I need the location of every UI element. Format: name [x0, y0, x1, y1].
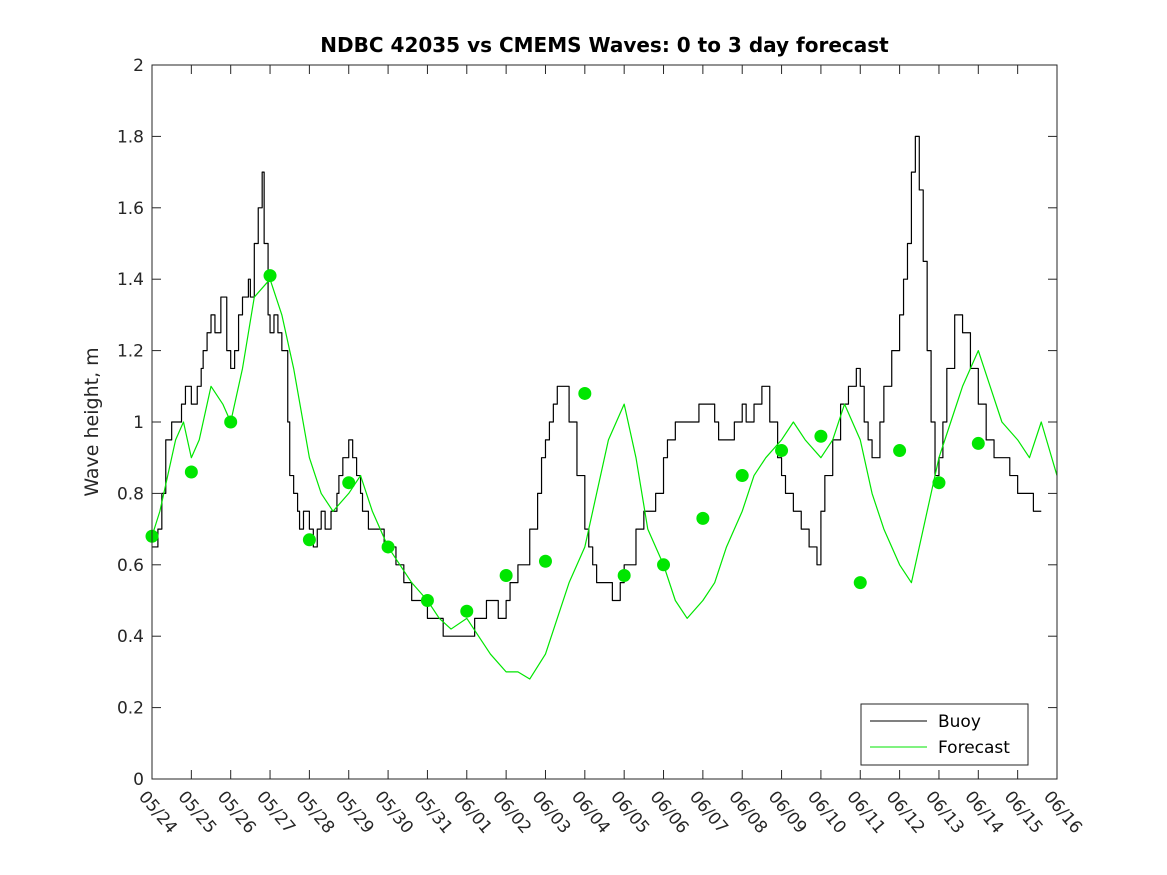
y-tick-label: 1.2 — [117, 342, 144, 362]
forecast-start-point — [263, 269, 277, 283]
legend-label-forecast: Forecast — [938, 738, 1010, 758]
chart-title: NDBC 42035 vs CMEMS Waves: 0 to 3 day fo… — [320, 33, 889, 57]
x-tick-label: 06/08 — [724, 787, 771, 837]
forecast-start-point — [499, 569, 513, 583]
forecast-start-point — [184, 465, 198, 479]
y-tick-label: 0.8 — [117, 484, 144, 504]
legend-label-buoy: Buoy — [938, 712, 981, 732]
x-tick-label: 06/10 — [803, 787, 850, 837]
forecast-start-point — [578, 386, 592, 400]
x-tick-label: 06/13 — [921, 787, 968, 837]
y-tick-label: 2 — [133, 56, 144, 76]
x-tick-label: 05/25 — [174, 787, 221, 837]
x-tick-label: 06/03 — [528, 787, 575, 837]
forecast-start-point — [657, 558, 671, 572]
y-tick-label: 1.4 — [117, 270, 144, 290]
forecast-start-point — [460, 604, 474, 618]
forecast-start-point — [735, 469, 749, 483]
y-tick-label: 0 — [133, 770, 144, 790]
forecast-start-point — [775, 444, 789, 458]
y-tick-label: 1 — [133, 413, 144, 433]
x-tick-label: 05/30 — [370, 787, 417, 837]
forecast-start-point — [342, 476, 356, 490]
x-tick-label: 06/15 — [1000, 787, 1047, 837]
forecast-start-point — [617, 569, 631, 583]
forecast-start-point — [932, 476, 946, 490]
x-tick-label: 06/02 — [488, 787, 535, 837]
forecast-start-point — [224, 415, 238, 429]
y-tick-label: 1.8 — [117, 127, 144, 147]
x-tick-label: 05/28 — [292, 787, 339, 837]
y-axis: 0 0.2 0.4 0.6 0.8 1 1.2 1.4 1.6 1.8 2 — [117, 56, 1057, 790]
x-tick-label: 05/24 — [134, 787, 181, 837]
x-tick-label: 06/14 — [960, 787, 1007, 837]
x-tick-label: 06/11 — [842, 787, 889, 837]
x-tick-label: 06/12 — [882, 787, 929, 837]
x-tick-label: 06/04 — [567, 787, 614, 837]
series-line-buoy — [152, 135, 1042, 637]
forecast-start-point — [302, 533, 316, 547]
x-tick-label: 05/29 — [331, 787, 378, 837]
forecast-start-point — [814, 429, 828, 443]
legend: Buoy Forecast — [860, 703, 1029, 766]
forecast-start-point — [538, 554, 552, 568]
forecast-start-point — [853, 576, 867, 590]
y-tick-label: 0.2 — [117, 699, 144, 719]
forecast-start-point — [420, 594, 434, 607]
x-tick-label: 06/16 — [1039, 787, 1086, 837]
y-tick-label: 1.6 — [117, 199, 144, 219]
x-tick-label: 06/09 — [764, 787, 811, 837]
forecast-start-point — [893, 444, 907, 458]
y-axis-label: Wave height, m — [81, 347, 103, 496]
x-tick-label: 05/31 — [410, 787, 457, 837]
legend-box — [860, 703, 1029, 766]
x-tick-label: 06/01 — [449, 787, 496, 837]
x-tick-label: 05/26 — [213, 787, 260, 837]
forecast-start-point — [696, 511, 710, 525]
y-tick-label: 0.4 — [117, 627, 144, 647]
x-tick-label: 06/06 — [646, 787, 693, 837]
x-tick-label: 06/05 — [606, 787, 653, 837]
x-tick-label: 06/07 — [685, 787, 732, 837]
x-tick-label: 05/27 — [252, 787, 299, 837]
y-tick-label: 0.6 — [117, 556, 144, 576]
forecast-start-point — [381, 540, 395, 554]
forecast-start-point — [971, 436, 985, 450]
